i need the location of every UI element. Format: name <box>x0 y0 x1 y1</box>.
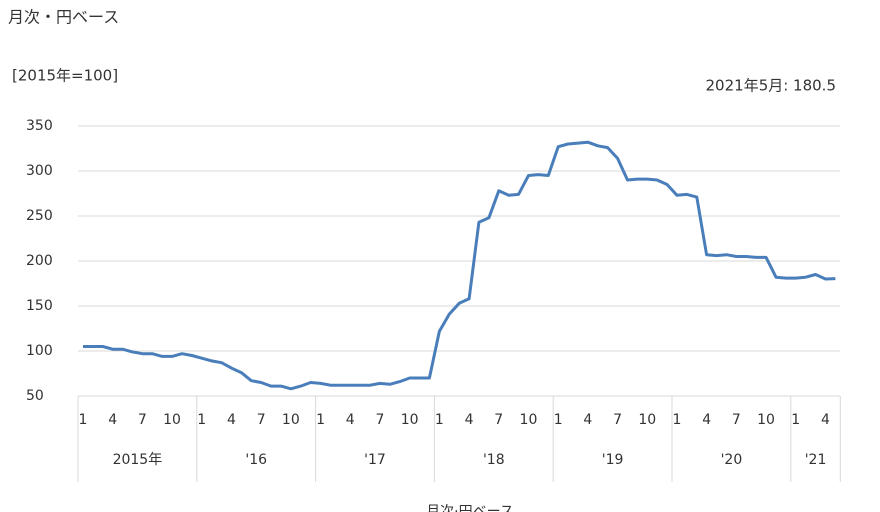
x-tick-label: 10 <box>282 412 300 428</box>
x-tick-label: 4 <box>108 412 117 428</box>
x-tick-label: 1 <box>435 412 444 428</box>
x-group-label: '21 <box>805 452 827 468</box>
x-tick-label: 7 <box>732 412 741 428</box>
y-tick-label: 150 <box>26 298 53 314</box>
x-tick-label: 1 <box>197 412 206 428</box>
y-tick-label: 200 <box>26 253 53 269</box>
x-tick-label: 7 <box>375 412 384 428</box>
x-tick-label: 7 <box>613 412 622 428</box>
annotation: 2021年5月: 180.5 <box>706 77 836 95</box>
y-axis-label: [2015年=100] <box>12 67 118 85</box>
x-tick-label: 1 <box>554 412 563 428</box>
x-tick-label: 1 <box>316 412 325 428</box>
x-tick-label: 4 <box>821 412 830 428</box>
x-group-label: '18 <box>483 452 505 468</box>
x-group-label: '19 <box>602 452 624 468</box>
x-group-label: '20 <box>721 452 743 468</box>
x-tick-label: 7 <box>257 412 266 428</box>
x-tick-label: 4 <box>465 412 474 428</box>
series-line <box>83 140 836 391</box>
y-tick-label: 50 <box>26 388 44 404</box>
y-tick-label: 100 <box>26 343 53 359</box>
y-tick-label: 250 <box>26 208 53 224</box>
x-tick-label: 7 <box>494 412 503 428</box>
y-tick-label: 350 <box>26 118 53 134</box>
x-tick-label: 10 <box>401 412 419 428</box>
x-tick-label: 10 <box>757 412 775 428</box>
x-tick-label: 1 <box>791 412 800 428</box>
x-tick-label: 4 <box>702 412 711 428</box>
x-tick-label: 1 <box>78 412 87 428</box>
x-tick-label: 10 <box>638 412 656 428</box>
x-group-label: '17 <box>364 452 386 468</box>
x-group-label: 2015年 <box>113 452 163 468</box>
x-tick-label: 4 <box>583 412 592 428</box>
x-tick-label: 4 <box>227 412 236 428</box>
x-tick-label: 4 <box>346 412 355 428</box>
x-tick-label: 1 <box>672 412 681 428</box>
y-tick-label: 300 <box>26 163 53 179</box>
x-tick-label: 7 <box>138 412 147 428</box>
chart-title: 月次・円ベース <box>8 8 119 27</box>
x-tick-label: 10 <box>520 412 538 428</box>
x-tick-label: 10 <box>163 412 181 428</box>
x-group-label: '16 <box>245 452 267 468</box>
x-axis-label: 月次·円ベース <box>426 504 514 512</box>
